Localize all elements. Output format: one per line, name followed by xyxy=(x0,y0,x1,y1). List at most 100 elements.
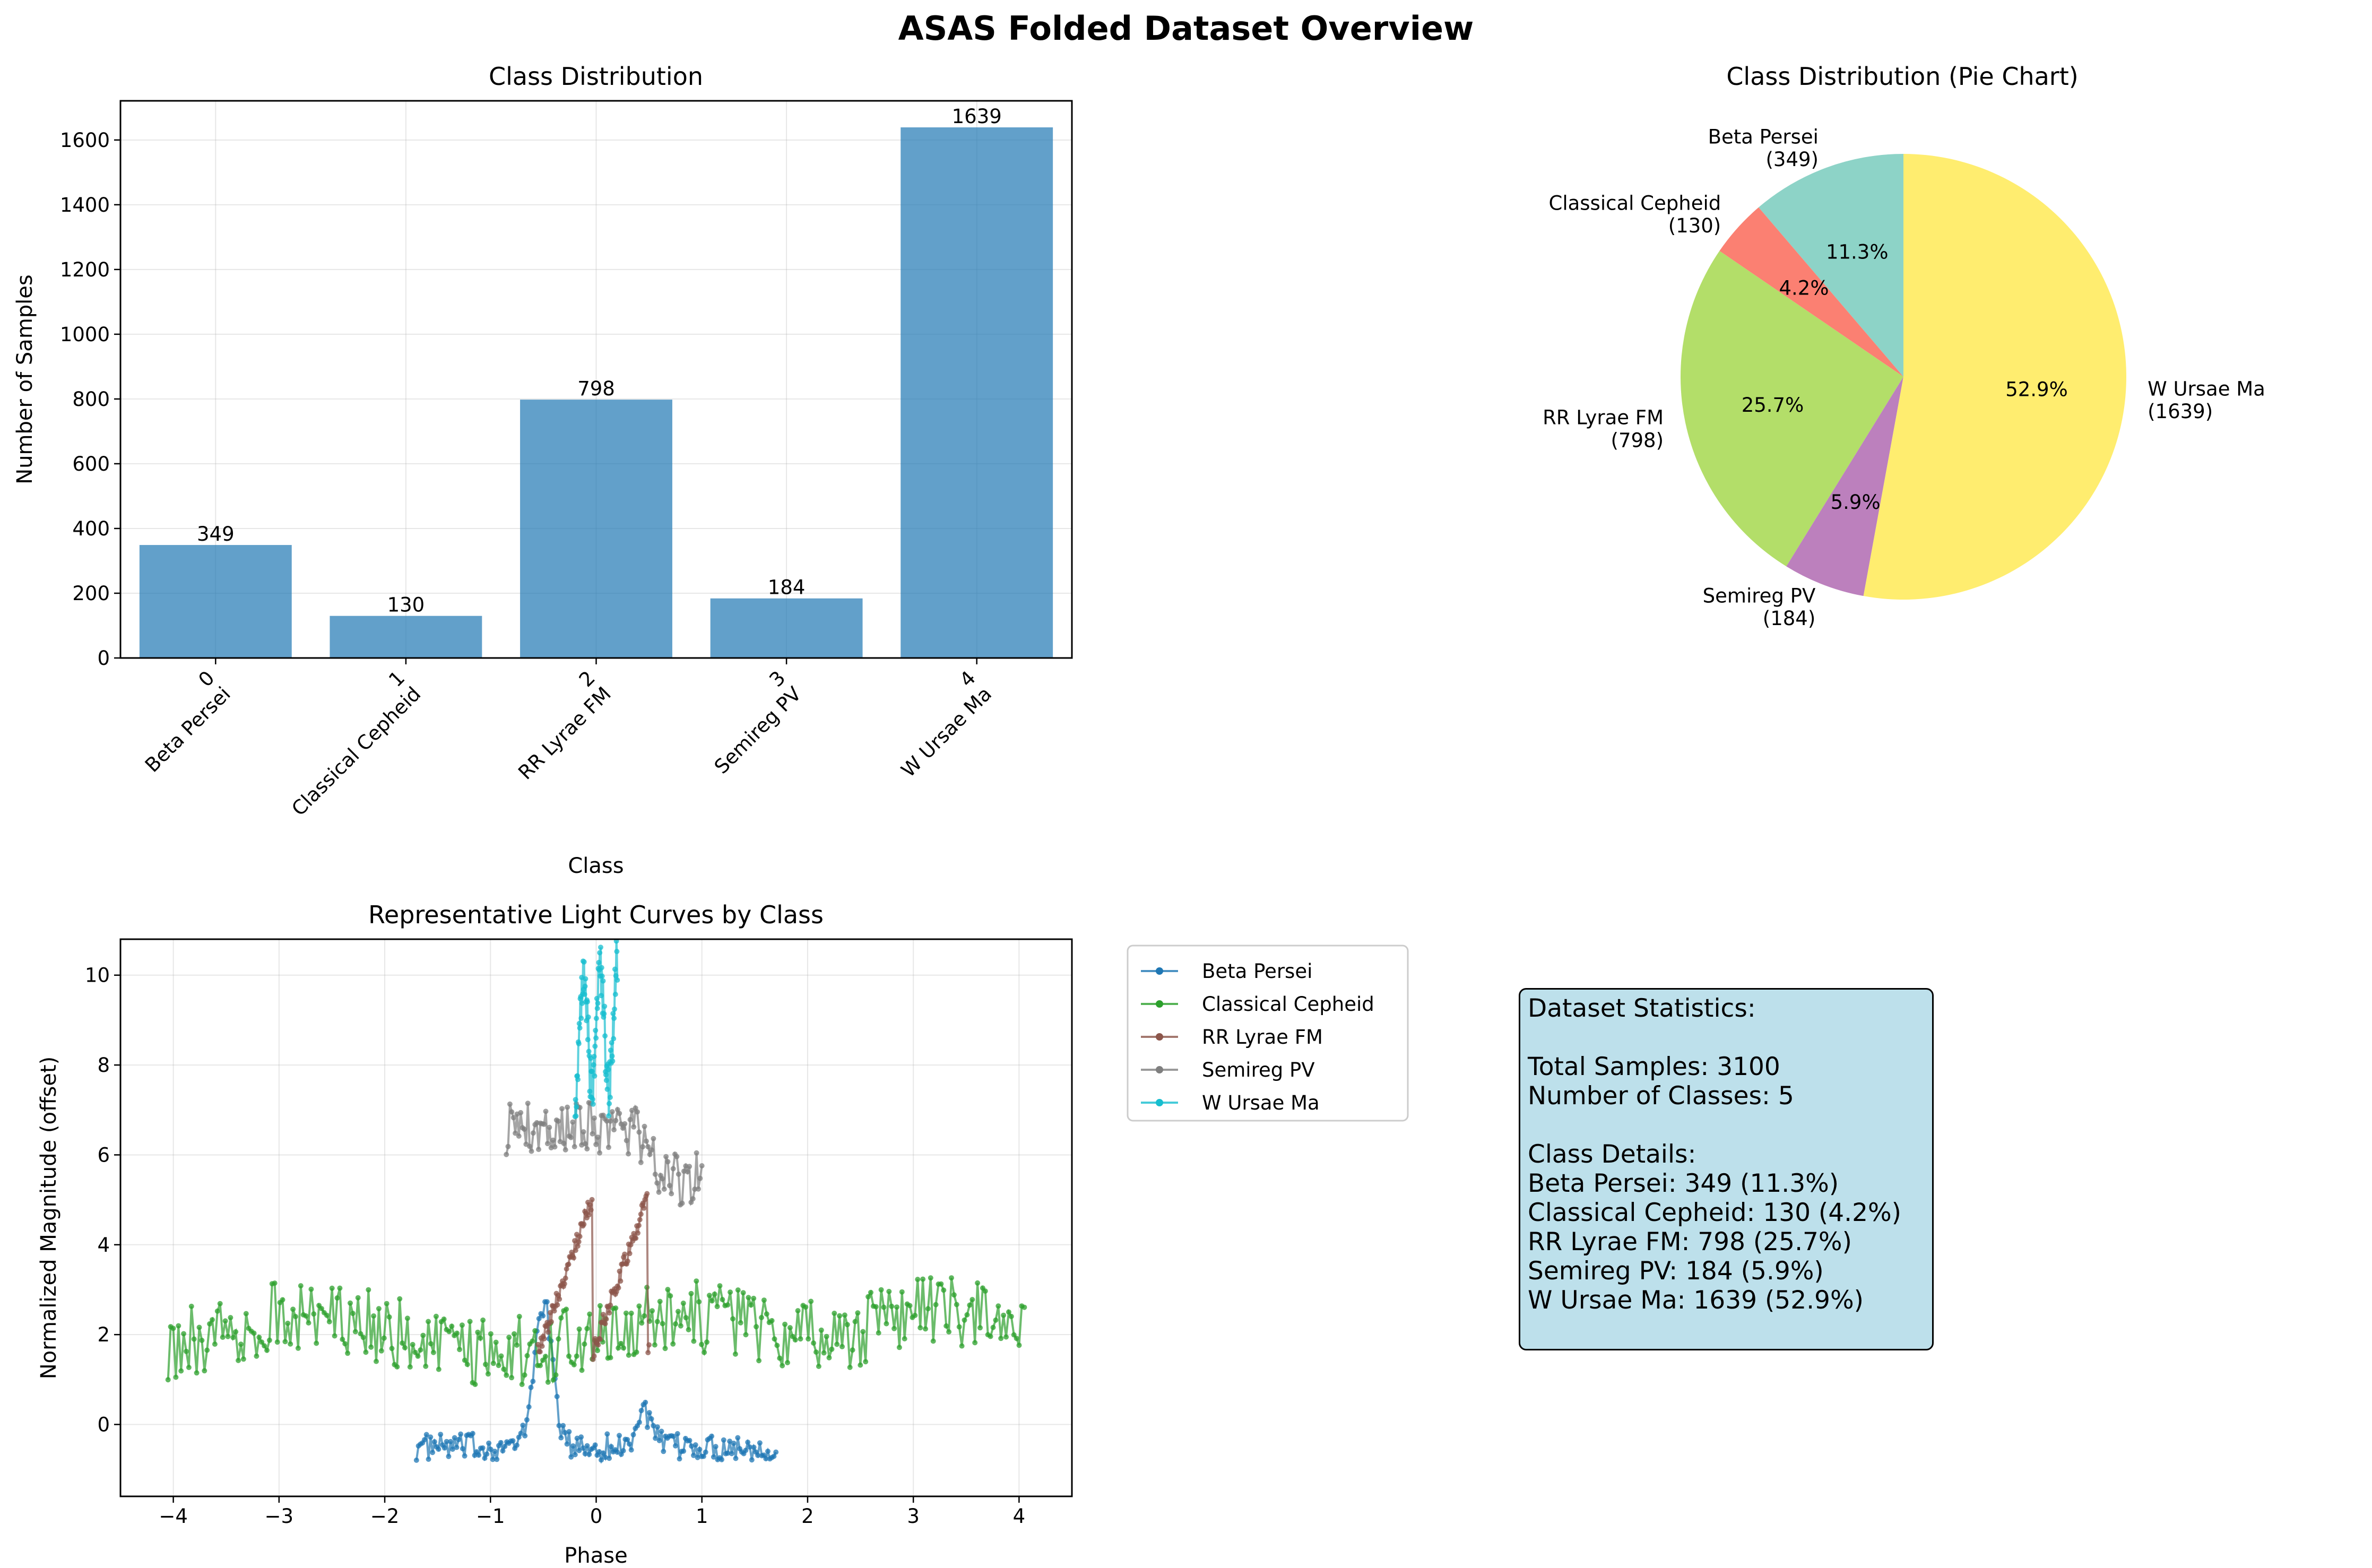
light-curve-point xyxy=(605,1067,611,1072)
light-curve-point xyxy=(813,1349,819,1355)
light-curve-point xyxy=(607,1310,612,1316)
light-curve-point xyxy=(719,1457,724,1462)
light-curve-point xyxy=(352,1329,358,1335)
pie-chart-title: Class Distribution (Pie Chart) xyxy=(1726,62,2078,91)
light-curve-point xyxy=(475,1329,481,1335)
light-curve-point xyxy=(730,1316,735,1322)
light-curve-point xyxy=(696,1186,701,1192)
light-curve-point xyxy=(709,1433,715,1439)
light-curve-point xyxy=(1016,1342,1022,1348)
light-curve-point xyxy=(562,1430,568,1435)
light-curve-point xyxy=(850,1347,855,1353)
bar-x-tick-label: 0Beta Persei xyxy=(125,666,235,777)
light-curve-point xyxy=(332,1333,337,1339)
light-curve-point xyxy=(181,1331,187,1337)
light-curve-point xyxy=(780,1363,785,1368)
light-curve-point xyxy=(576,1239,582,1245)
light-curve-point xyxy=(266,1337,272,1343)
light-curve-point xyxy=(613,1289,619,1295)
light-curve-x-tick-label: 0 xyxy=(590,1505,603,1528)
light-curve-point xyxy=(418,1347,423,1353)
light-curve-point xyxy=(1014,1336,1019,1341)
light-curve-point xyxy=(505,1143,511,1149)
legend-label: RR Lyrae FM xyxy=(1202,1026,1323,1049)
light-curve-point xyxy=(855,1310,861,1316)
light-curve-point xyxy=(462,1357,468,1363)
light-curve-point xyxy=(597,1303,603,1309)
light-curve-point xyxy=(522,1433,528,1439)
light-curve-point xyxy=(681,1448,687,1454)
light-curve-point xyxy=(436,1366,441,1372)
light-curve-point xyxy=(457,1347,462,1353)
light-curve-point xyxy=(355,1295,361,1301)
light-curve-point xyxy=(713,1444,718,1450)
light-curve-point xyxy=(415,1353,421,1359)
light-curve-point xyxy=(626,1151,631,1157)
light-curve-y-tick-label: 0 xyxy=(97,1414,110,1436)
light-curve-point xyxy=(795,1308,801,1314)
light-curve-point xyxy=(624,1138,629,1143)
bar-value-label: 184 xyxy=(768,576,806,599)
light-curve-point xyxy=(704,1339,709,1345)
light-curve-point xyxy=(507,1101,513,1107)
light-curve-point xyxy=(514,1342,520,1348)
light-curve-point xyxy=(240,1356,246,1362)
light-curve-point xyxy=(272,1280,278,1286)
light-curve-point xyxy=(345,1350,351,1356)
light-curve-point xyxy=(324,1312,330,1318)
legend-marker xyxy=(1156,1066,1163,1073)
light-curve-point xyxy=(636,1223,642,1228)
light-curve-point xyxy=(514,1442,520,1448)
bar-y-tick-label: 600 xyxy=(72,453,110,475)
light-curve-point xyxy=(635,1109,640,1115)
light-curve-point xyxy=(550,1137,556,1143)
pie-percent-label: 4.2% xyxy=(1779,277,1829,300)
light-curve-point xyxy=(386,1314,392,1320)
stats-class-details-heading: Class Details: xyxy=(1528,1140,1696,1169)
light-curve-point xyxy=(502,1443,508,1449)
light-curve-point xyxy=(575,1077,581,1082)
light-curve-point xyxy=(589,1069,595,1075)
bar-chart: 349 130 798 184 1639 0 200 400 600 800 1000 1200 14… xyxy=(13,62,1073,878)
light-curve-point xyxy=(550,1377,556,1383)
bar-chart-title: Class Distribution xyxy=(489,62,703,91)
light-curve-point xyxy=(764,1311,769,1317)
light-curve-point xyxy=(727,1439,733,1444)
light-curve-point xyxy=(519,1382,525,1387)
light-curve-x-axis-label: Phase xyxy=(564,1544,627,1568)
light-curve-point xyxy=(626,1352,631,1358)
stats-class-line: Semireg PV: 184 (5.9%) xyxy=(1528,1257,1824,1286)
light-curve-point xyxy=(811,1340,817,1346)
light-curve-point xyxy=(561,1281,567,1287)
light-curve-point xyxy=(532,1328,538,1333)
light-curve-point xyxy=(642,1313,647,1319)
light-curve-point xyxy=(566,1429,572,1435)
light-curve-point xyxy=(402,1345,408,1350)
pie-slice-label-line: (349) xyxy=(1765,148,1819,171)
light-curve-point xyxy=(552,1144,558,1150)
light-curve-point xyxy=(564,1266,569,1272)
light-curve-point xyxy=(657,1298,663,1304)
light-curve-point xyxy=(954,1302,959,1307)
light-curve-point xyxy=(709,1298,715,1304)
light-curve-point xyxy=(537,1349,543,1355)
light-curve-point xyxy=(697,1175,703,1181)
bar-y-tick-label: 1200 xyxy=(60,258,110,281)
light-curve-point xyxy=(576,1448,582,1453)
light-curve-point xyxy=(350,1311,356,1316)
light-curve-point xyxy=(917,1325,923,1331)
bar-x-axis-label: Class xyxy=(568,854,624,878)
light-curve-point xyxy=(626,1441,632,1447)
light-curve-point xyxy=(528,1384,534,1390)
bar xyxy=(520,400,672,658)
light-curve-series xyxy=(535,1191,652,1362)
light-curve-point xyxy=(608,1355,613,1361)
light-curve-point xyxy=(650,1308,655,1314)
light-curve-point xyxy=(484,1451,490,1457)
light-curve-point xyxy=(587,1088,593,1094)
light-curve-point xyxy=(725,1450,731,1456)
light-curve-point xyxy=(702,1349,707,1355)
light-curve-point xyxy=(743,1332,749,1338)
light-curve-point xyxy=(556,1336,561,1342)
light-curve-point xyxy=(541,1121,547,1127)
